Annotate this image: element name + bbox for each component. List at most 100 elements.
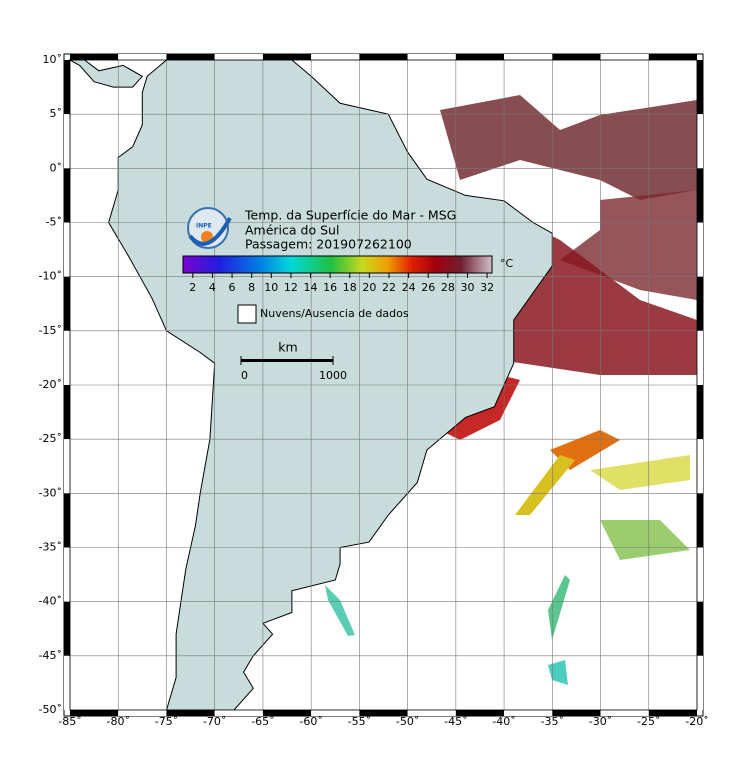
frame-segment [697, 655, 703, 710]
lat-tick-label: -30˚ [39, 486, 62, 499]
frame-segment [64, 168, 70, 223]
frame-segment [697, 439, 703, 494]
colorbar-tick-label: 2 [189, 281, 196, 294]
sst-patch [325, 585, 355, 636]
frame-segment [504, 54, 553, 60]
frame-segment [64, 493, 70, 548]
frame-segment [552, 710, 601, 716]
frame-segment [118, 710, 167, 716]
frame-segment [311, 710, 360, 716]
map-title: Temp. da Superfície do Mar - MSG [244, 208, 456, 223]
frame-segment [407, 710, 456, 716]
frame-segment [311, 54, 360, 60]
legend-swatch [237, 304, 257, 324]
lon-tick-label: -30˚ [589, 715, 612, 728]
frame-segment [214, 710, 263, 716]
frame-segment [359, 54, 408, 60]
legend-block: INPE Temp. da Superfície do Mar - MSG Am… [182, 207, 514, 382]
frame-segment [407, 54, 456, 60]
logo-text: INPE [196, 223, 212, 230]
lon-tick-label: -25˚ [637, 715, 660, 728]
lat-tick-label: -50˚ [39, 703, 62, 716]
lon-tick-label: -45˚ [444, 715, 467, 728]
frame-segment [70, 54, 119, 60]
map-region: América do Sul [245, 223, 339, 238]
frame-segment [64, 330, 70, 385]
colorbar-tick-label: 22 [382, 281, 396, 294]
frame-segment [455, 54, 505, 60]
lon-tick-label: -35˚ [541, 715, 564, 728]
frame-segment [697, 330, 703, 385]
frame-segment [359, 710, 408, 716]
map-pass: Passagem: 201907262100 [245, 237, 412, 252]
lon-tick-label: -55˚ [348, 715, 371, 728]
colorbar-tick-label: 20 [362, 281, 376, 294]
lat-tick-label: -25˚ [39, 432, 62, 445]
colorbar-tick-label: 16 [323, 281, 337, 294]
lat-tick-label: -35˚ [39, 541, 62, 554]
sst-patch [548, 575, 570, 640]
grid [69, 59, 698, 711]
colorbar-tick-label: 18 [343, 281, 357, 294]
scale-bar: 0 1000 [240, 356, 347, 382]
frame-segment [697, 222, 703, 277]
frame-segment [166, 710, 215, 716]
lat-tick-label: 10˚ [43, 53, 63, 66]
lat-tick-label: -40˚ [39, 595, 62, 608]
frame-segment [600, 710, 649, 716]
land [68, 59, 144, 88]
frame-segment [64, 547, 70, 602]
frame-segment [64, 222, 70, 277]
frame-segment [70, 710, 119, 716]
colorbar-tick-label: 12 [284, 281, 298, 294]
sst-patch [515, 455, 575, 515]
frame-segment [697, 493, 703, 548]
lat-tick-label: -45˚ [39, 649, 62, 662]
lon-tick-label: -40˚ [492, 715, 515, 728]
frame-segment [64, 655, 70, 710]
frame-segment [64, 276, 70, 331]
colorbar-tick-label: 32 [480, 281, 494, 294]
colorbar-tick-label: 10 [264, 281, 278, 294]
scale-tick-label: 1000 [319, 369, 347, 382]
lat-tick-label: 0˚ [50, 161, 63, 174]
sst-patch [548, 660, 568, 685]
frame-segment [697, 601, 703, 656]
frame-inner [69, 59, 698, 711]
colorbar-tick-label: 8 [248, 281, 255, 294]
frame-segment [455, 710, 505, 716]
frame-segment [64, 601, 70, 656]
frame-segment [697, 276, 703, 331]
frame-segment [64, 385, 70, 440]
lon-tick-label: -20˚ [685, 715, 708, 728]
frame-segment [64, 60, 70, 115]
colorbar-tick-label: 14 [304, 281, 318, 294]
colorbar-tick-label: 24 [402, 281, 416, 294]
frame-segment [552, 54, 601, 60]
lon-tick-label: -50˚ [396, 715, 419, 728]
colorbar-tick-label: 28 [441, 281, 455, 294]
frame [63, 53, 704, 717]
frame-segment [64, 114, 70, 169]
lat-tick-label: -5˚ [46, 216, 62, 229]
lon-tick-label: -85˚ [58, 715, 81, 728]
frame-segment [697, 60, 703, 115]
frame-segment [64, 439, 70, 494]
colorbar-ticks: 2 4 6 8 10 12 14 16 18 20 22 24 26 28 30 32 [189, 273, 494, 294]
scale-unit: km [278, 340, 297, 355]
frame-segment [697, 547, 703, 602]
lon-tick-label: -80˚ [106, 715, 129, 728]
colorbar [182, 255, 493, 274]
frame-segment [697, 114, 703, 169]
sst-patch [600, 520, 690, 560]
lat-tick-label: -20˚ [39, 378, 62, 391]
frame-segment [118, 54, 167, 60]
legend-text: Nuvens/Ausencia de dados [260, 307, 409, 320]
frame-segment [648, 54, 697, 60]
colorbar-tick-label: 6 [229, 281, 236, 294]
lat-tick-label: -10˚ [39, 270, 62, 283]
frame-segment [262, 54, 312, 60]
colorbar-tick-label: 4 [209, 281, 216, 294]
